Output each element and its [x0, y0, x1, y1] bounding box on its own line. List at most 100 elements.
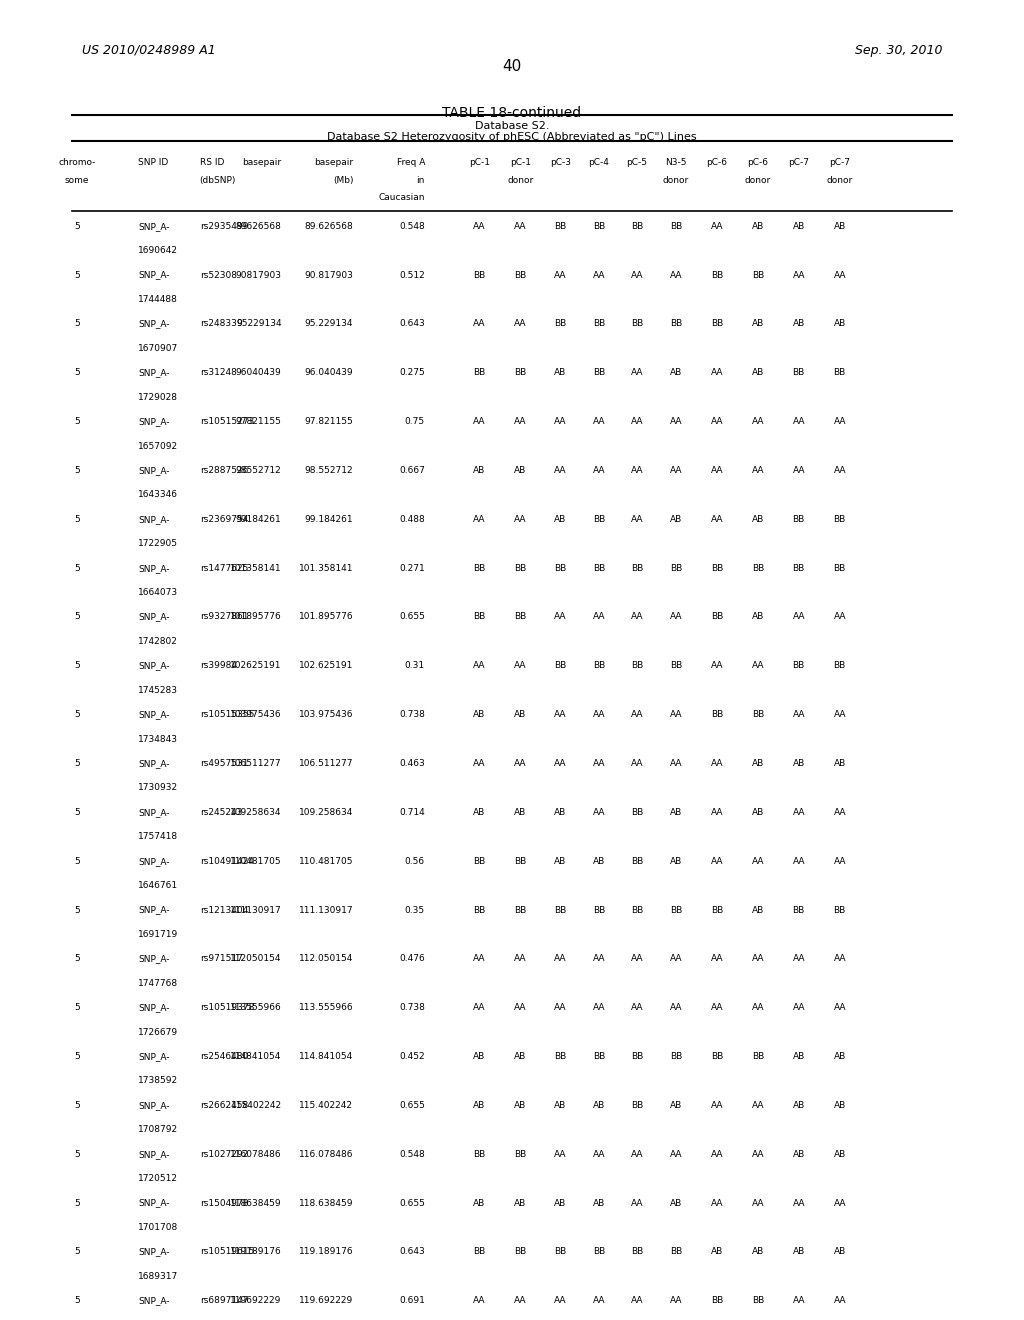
Text: AA: AA: [711, 1199, 723, 1208]
Text: 106.511277: 106.511277: [299, 759, 353, 768]
Text: AB: AB: [514, 1052, 526, 1061]
Text: 118.638459: 118.638459: [299, 1199, 353, 1208]
Text: BB: BB: [631, 222, 643, 231]
Text: SNP_A-: SNP_A-: [138, 1296, 170, 1305]
Text: AA: AA: [752, 1003, 764, 1012]
Text: rs1504978: rs1504978: [200, 1199, 248, 1208]
Text: BB: BB: [752, 271, 764, 280]
Text: 89.626568: 89.626568: [304, 222, 353, 231]
Text: 97821155: 97821155: [236, 417, 282, 426]
Text: AB: AB: [670, 368, 682, 378]
Text: AB: AB: [793, 1150, 805, 1159]
Text: AA: AA: [631, 271, 643, 280]
Text: BB: BB: [554, 222, 566, 231]
Text: Database S2 Heterozygosity of phESC (Abbreviated as "pC") Lines: Database S2 Heterozygosity of phESC (Abb…: [328, 132, 696, 143]
Text: 113555966: 113555966: [229, 1003, 282, 1012]
Text: donor: donor: [744, 176, 771, 185]
Text: 0.75: 0.75: [404, 417, 425, 426]
Text: BB: BB: [834, 661, 846, 671]
Text: AA: AA: [554, 954, 566, 964]
Text: US 2010/0248989 A1: US 2010/0248989 A1: [82, 44, 216, 57]
Text: SNP_A-: SNP_A-: [138, 906, 170, 915]
Text: 1708792: 1708792: [138, 1125, 178, 1134]
Text: AA: AA: [631, 466, 643, 475]
Text: 1757418: 1757418: [138, 833, 178, 841]
Text: AA: AA: [793, 808, 805, 817]
Text: rs10491424: rs10491424: [200, 857, 254, 866]
Text: 5: 5: [74, 417, 80, 426]
Text: BB: BB: [593, 1052, 605, 1061]
Text: AA: AA: [514, 319, 526, 329]
Text: 109.258634: 109.258634: [299, 808, 353, 817]
Text: rs10519378: rs10519378: [200, 1003, 254, 1012]
Text: AB: AB: [554, 1101, 566, 1110]
Text: AA: AA: [834, 1199, 846, 1208]
Text: AA: AA: [554, 466, 566, 475]
Text: AA: AA: [752, 661, 764, 671]
Text: AB: AB: [473, 466, 485, 475]
Text: AA: AA: [514, 1003, 526, 1012]
Text: 1664073: 1664073: [138, 589, 178, 597]
Text: AB: AB: [752, 612, 764, 622]
Text: 0.463: 0.463: [399, 759, 425, 768]
Text: AB: AB: [514, 1101, 526, 1110]
Text: AA: AA: [473, 1296, 485, 1305]
Text: AA: AA: [670, 1296, 682, 1305]
Text: BB: BB: [711, 1052, 723, 1061]
Text: BB: BB: [473, 1247, 485, 1257]
Text: AA: AA: [631, 954, 643, 964]
Text: rs1477625: rs1477625: [200, 564, 248, 573]
Text: AA: AA: [631, 515, 643, 524]
Text: AA: AA: [514, 1296, 526, 1305]
Text: pC-1: pC-1: [510, 158, 530, 168]
Text: SNP_A-: SNP_A-: [138, 417, 170, 426]
Text: AB: AB: [670, 857, 682, 866]
Text: 106511277: 106511277: [230, 759, 282, 768]
Text: AB: AB: [834, 1150, 846, 1159]
Text: AB: AB: [752, 1247, 764, 1257]
Text: AB: AB: [670, 1101, 682, 1110]
Text: 5: 5: [74, 1296, 80, 1305]
Text: BB: BB: [473, 564, 485, 573]
Text: SNP_A-: SNP_A-: [138, 368, 170, 378]
Text: AA: AA: [711, 808, 723, 817]
Text: 99184261: 99184261: [236, 515, 282, 524]
Text: 1720512: 1720512: [138, 1175, 178, 1183]
Text: AA: AA: [711, 857, 723, 866]
Text: AA: AA: [473, 661, 485, 671]
Text: AB: AB: [593, 1199, 605, 1208]
Text: BB: BB: [670, 319, 682, 329]
Text: 112050154: 112050154: [230, 954, 282, 964]
Text: 5: 5: [74, 466, 80, 475]
Text: BB: BB: [670, 1052, 682, 1061]
Text: AA: AA: [834, 417, 846, 426]
Text: AA: AA: [554, 1296, 566, 1305]
Text: Sep. 30, 2010: Sep. 30, 2010: [855, 44, 942, 57]
Text: 0.655: 0.655: [399, 1199, 425, 1208]
Text: AA: AA: [473, 954, 485, 964]
Text: AA: AA: [711, 515, 723, 524]
Text: 5: 5: [74, 319, 80, 329]
Text: rs4957531: rs4957531: [200, 759, 248, 768]
Text: 1670907: 1670907: [138, 343, 178, 352]
Text: 0.56: 0.56: [404, 857, 425, 866]
Text: AA: AA: [711, 1150, 723, 1159]
Text: AB: AB: [834, 222, 846, 231]
Text: AA: AA: [711, 222, 723, 231]
Text: AA: AA: [670, 417, 682, 426]
Text: SNP_A-: SNP_A-: [138, 612, 170, 622]
Text: AB: AB: [514, 710, 526, 719]
Text: Caucasian: Caucasian: [379, 193, 425, 202]
Text: SNP_A-: SNP_A-: [138, 466, 170, 475]
Text: 99.184261: 99.184261: [305, 515, 353, 524]
Text: 96.040439: 96.040439: [305, 368, 353, 378]
Text: AB: AB: [473, 710, 485, 719]
Text: rs2369754: rs2369754: [200, 515, 248, 524]
Text: BB: BB: [593, 1247, 605, 1257]
Text: basepair: basepair: [243, 158, 282, 168]
Text: SNP_A-: SNP_A-: [138, 954, 170, 964]
Text: rs6897147: rs6897147: [200, 1296, 248, 1305]
Text: BB: BB: [514, 857, 526, 866]
Text: AA: AA: [631, 1296, 643, 1305]
Text: pC-3: pC-3: [550, 158, 570, 168]
